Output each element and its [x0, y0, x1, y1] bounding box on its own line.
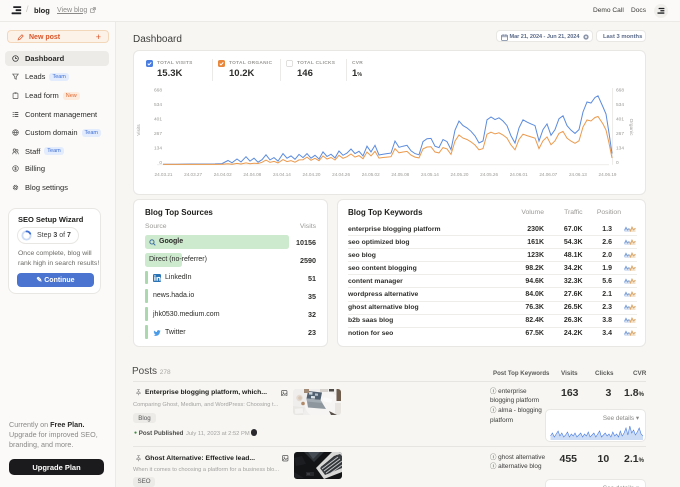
svg-text:24.06.07: 24.06.07 — [539, 172, 557, 177]
svg-text:24.04.26: 24.04.26 — [332, 172, 350, 177]
svg-text:24.05.20: 24.05.20 — [451, 172, 469, 177]
svg-text:Visits: Visits — [136, 124, 142, 136]
svg-text:134: 134 — [154, 145, 162, 151]
svg-text:24.06.01: 24.06.01 — [510, 172, 528, 177]
svg-text:401: 401 — [154, 116, 162, 122]
svg-text:0: 0 — [159, 160, 162, 166]
svg-text:24.06.13: 24.06.13 — [569, 172, 587, 177]
svg-text:668: 668 — [154, 87, 162, 93]
svg-text:534: 534 — [616, 102, 624, 108]
svg-text:24.04.02: 24.04.02 — [214, 172, 232, 177]
svg-text:24.05.14: 24.05.14 — [421, 172, 439, 177]
svg-text:24.04.20: 24.04.20 — [303, 172, 321, 177]
svg-text:267: 267 — [616, 131, 624, 137]
svg-text:267: 267 — [154, 131, 162, 137]
svg-text:24.03.27: 24.03.27 — [184, 172, 202, 177]
svg-text:401: 401 — [616, 116, 624, 122]
svg-text:24.03.21: 24.03.21 — [155, 172, 173, 177]
svg-text:24.05.02: 24.05.02 — [362, 172, 380, 177]
svg-text:668: 668 — [616, 87, 624, 93]
svg-text:534: 534 — [154, 102, 162, 108]
svg-text:Organic: Organic — [628, 119, 634, 136]
svg-text:134: 134 — [616, 145, 624, 151]
svg-text:24.05.08: 24.05.08 — [391, 172, 409, 177]
svg-text:24.06.19: 24.06.19 — [599, 172, 617, 177]
svg-text:24.04.14: 24.04.14 — [273, 172, 291, 177]
svg-text:24.04.08: 24.04.08 — [243, 172, 261, 177]
svg-text:0: 0 — [616, 160, 619, 166]
svg-text:24.05.26: 24.05.26 — [480, 172, 498, 177]
